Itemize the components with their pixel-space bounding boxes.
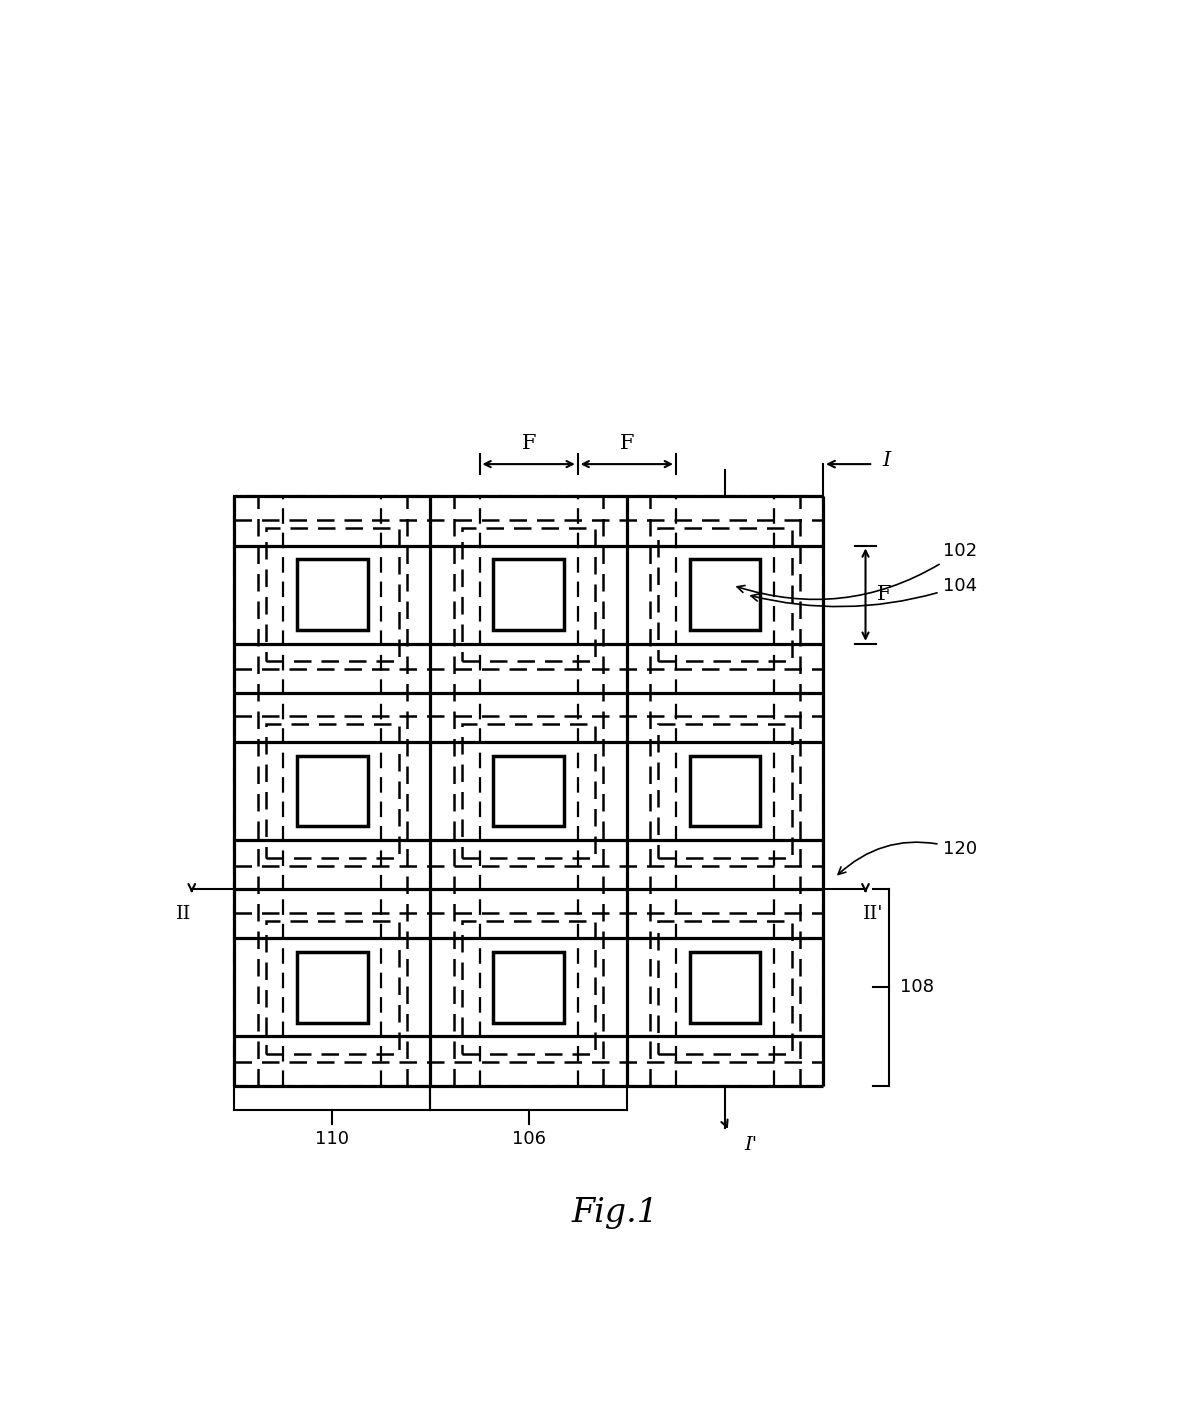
Text: II': II': [863, 905, 883, 922]
Bar: [297, 952, 368, 1022]
Bar: [234, 496, 823, 1086]
Bar: [493, 560, 564, 630]
Text: 110: 110: [315, 1131, 350, 1148]
Bar: [690, 560, 761, 630]
Bar: [266, 921, 399, 1055]
Bar: [297, 756, 368, 826]
Bar: [659, 527, 792, 661]
Bar: [659, 921, 792, 1055]
Bar: [690, 756, 761, 826]
Text: F: F: [877, 585, 892, 603]
Text: I': I': [744, 1135, 757, 1153]
Bar: [493, 756, 564, 826]
Bar: [659, 725, 792, 857]
Text: II: II: [177, 905, 191, 922]
Text: 106: 106: [512, 1131, 546, 1148]
Bar: [462, 527, 595, 661]
Text: F: F: [619, 434, 635, 454]
Text: 102: 102: [737, 541, 977, 599]
Bar: [297, 560, 368, 630]
Text: I: I: [882, 451, 891, 470]
Bar: [266, 527, 399, 661]
Bar: [493, 952, 564, 1022]
Text: 104: 104: [751, 577, 977, 606]
Bar: [462, 725, 595, 857]
Bar: [690, 952, 761, 1022]
Text: F: F: [522, 434, 536, 454]
Bar: [462, 921, 595, 1055]
Bar: [266, 725, 399, 857]
Text: 108: 108: [900, 979, 934, 997]
Text: Fig.1: Fig.1: [572, 1197, 659, 1228]
Text: 120: 120: [838, 840, 977, 874]
